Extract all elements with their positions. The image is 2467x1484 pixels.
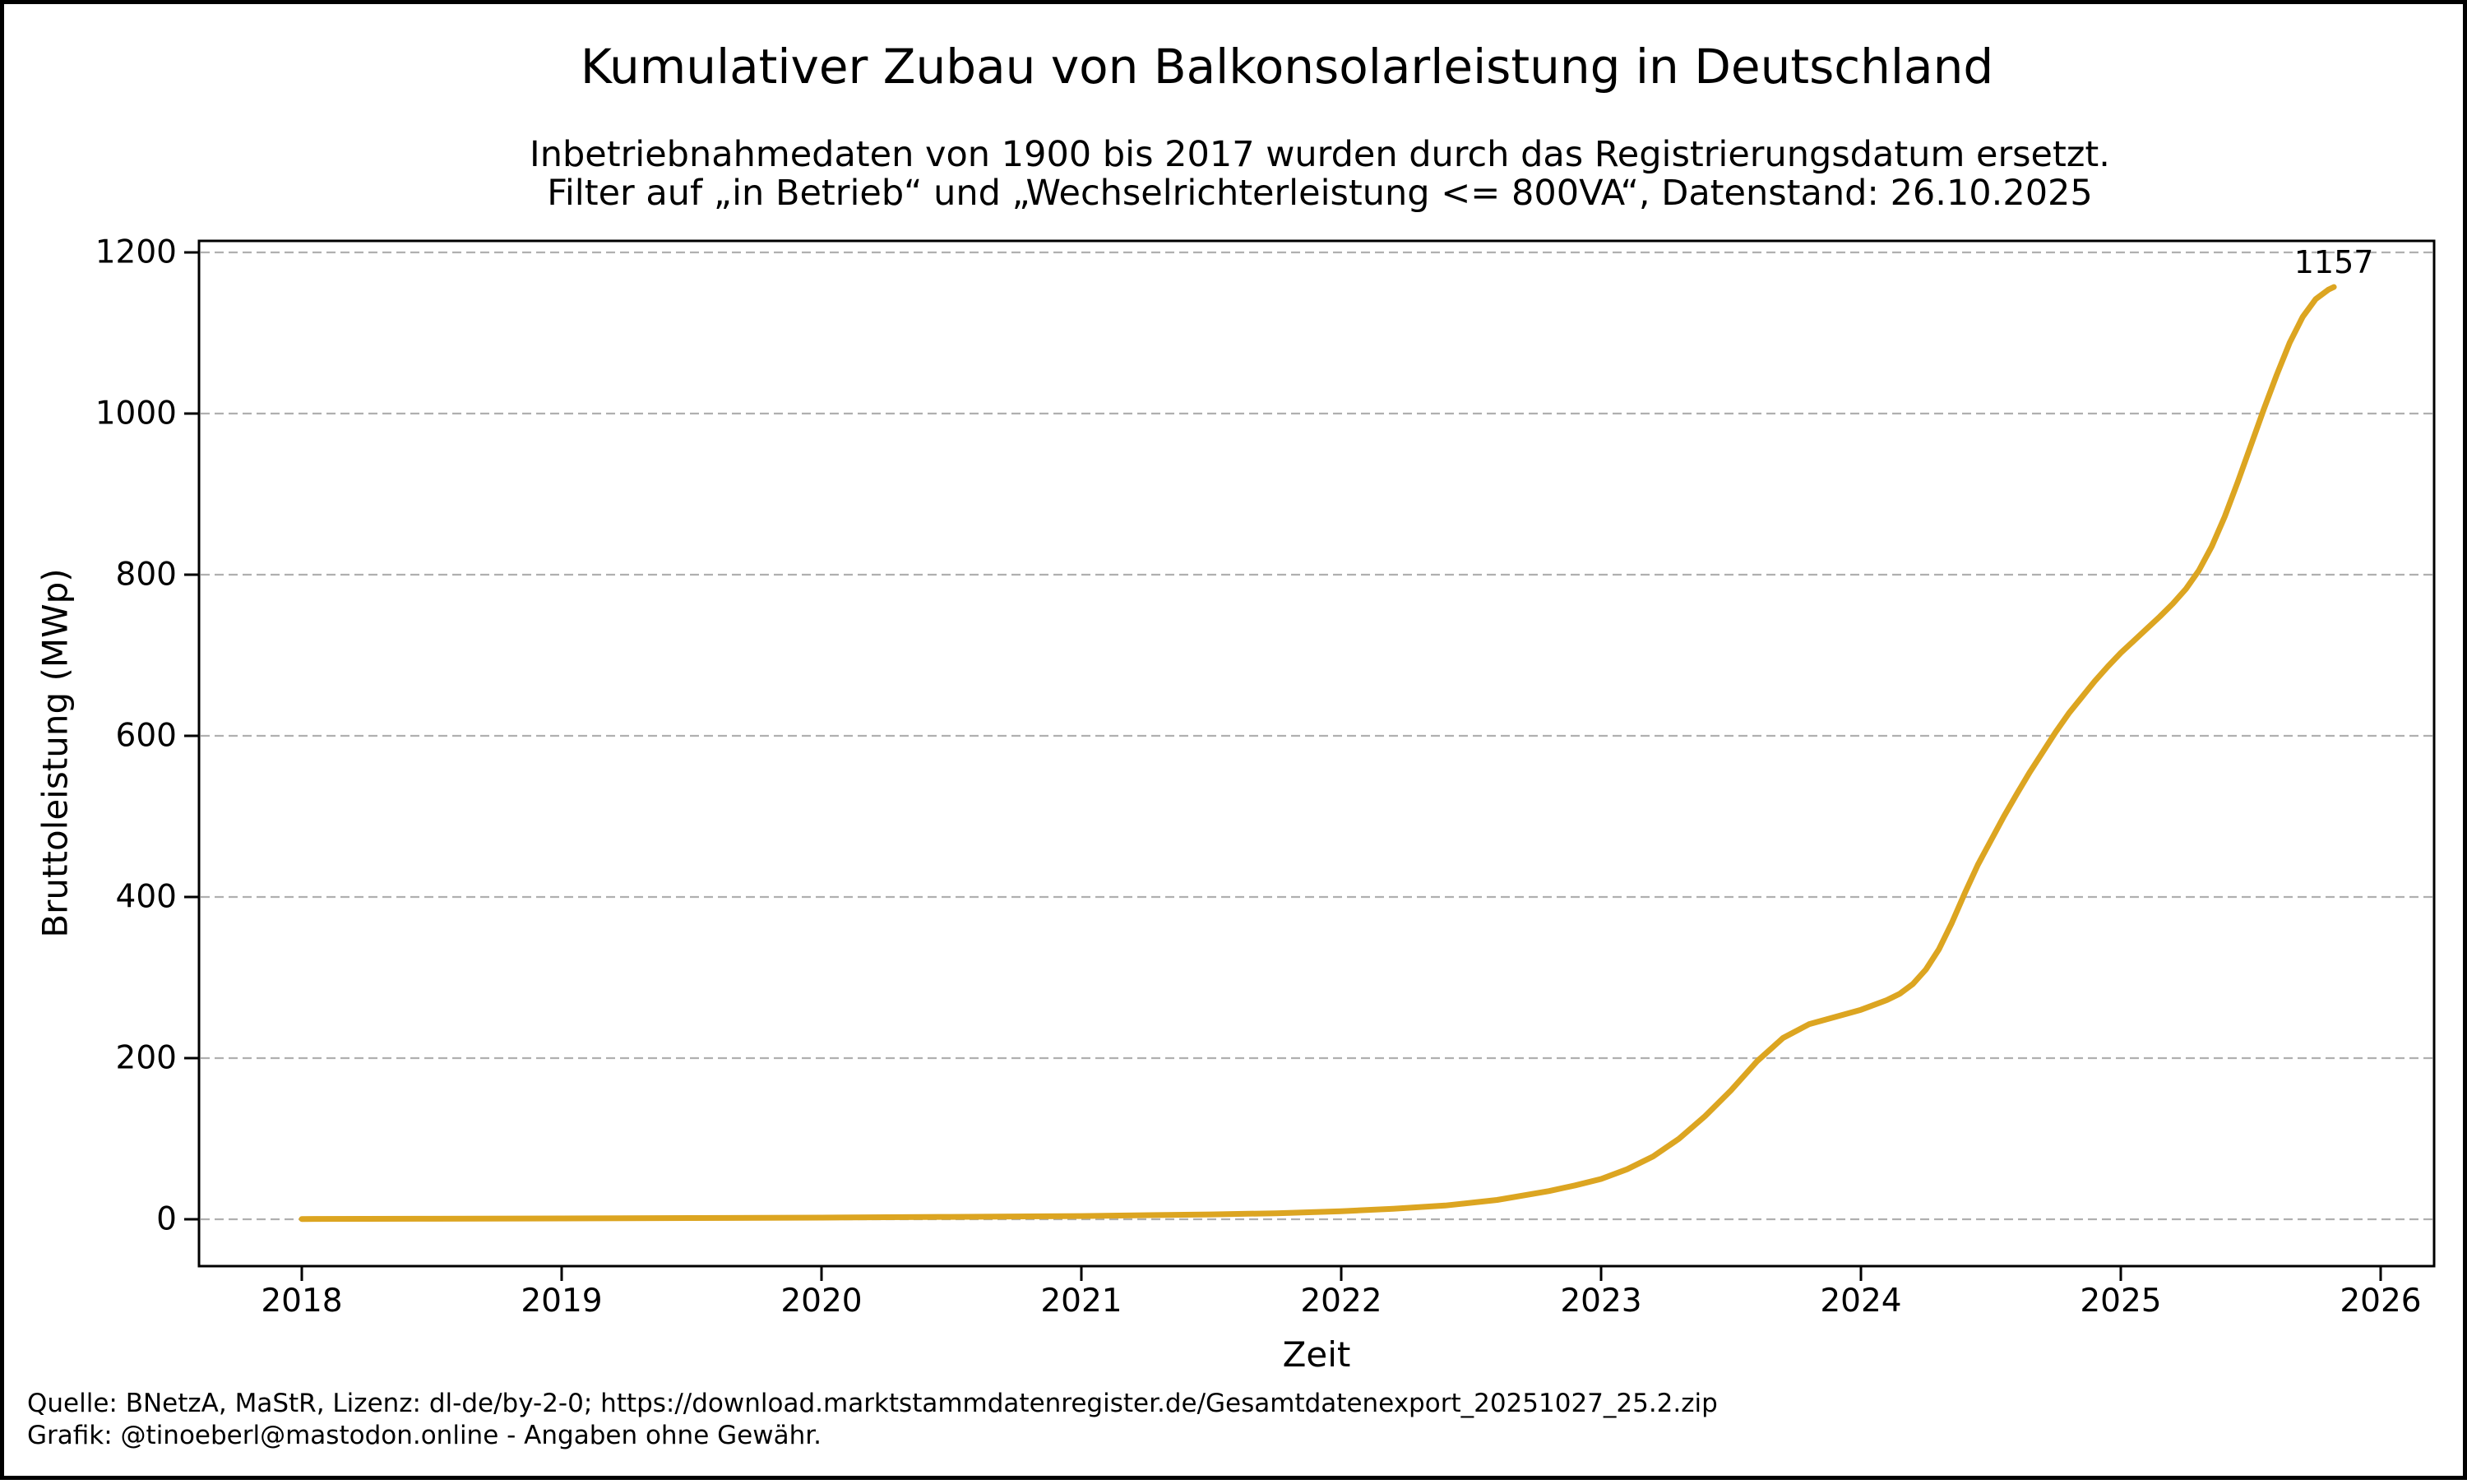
x-tick-label: 2020 — [780, 1283, 863, 1320]
plot-area — [184, 239, 2436, 1281]
max-value-annotation: 1157 — [2293, 244, 2374, 281]
x-tick-label: 2023 — [1560, 1283, 1642, 1320]
chart-subtitle-line2: Filter auf „in Betrieb“ und „Wechselrich… — [547, 173, 2093, 214]
y-tick-label: 800 — [115, 556, 177, 594]
footer-source-line: Quelle: BNetzA, MaStR, Lizenz: dl-de/by-… — [27, 1389, 1718, 1418]
cumulative-power-line — [299, 284, 2337, 1223]
gridlines — [201, 251, 2432, 1221]
x-tick-label: 2018 — [261, 1283, 343, 1320]
y-tick-label: 600 — [115, 717, 177, 755]
x-tick-label: 2019 — [521, 1283, 603, 1320]
chart-subtitle-line1: Inbetriebnahmedaten von 1900 bis 2017 wu… — [530, 134, 2110, 175]
x-tick-label: 2025 — [2080, 1283, 2162, 1320]
x-axis-label: Zeit — [1282, 1334, 1351, 1375]
y-axis-label: Bruttoleistung (MWp) — [35, 568, 76, 938]
x-tick-label: 2021 — [1040, 1283, 1122, 1320]
y-tick-label: 1200 — [95, 233, 177, 271]
x-tick-label: 2022 — [1300, 1283, 1382, 1320]
x-tick-label: 2026 — [2340, 1283, 2422, 1320]
x-tick-label: 2024 — [1820, 1283, 1902, 1320]
tick-marks — [184, 251, 2382, 1281]
chart-title: Kumulativer Zubau von Balkonsolarleistun… — [580, 39, 1994, 95]
y-tick-label: 400 — [115, 878, 177, 916]
plot-frame — [197, 239, 2436, 1268]
y-tick-label: 200 — [115, 1039, 177, 1077]
footer-credit-line: Grafik: @tinoeberl@mastodon.online - Ang… — [27, 1421, 822, 1450]
y-tick-label: 1000 — [95, 395, 177, 432]
y-tick-label: 0 — [156, 1200, 177, 1238]
